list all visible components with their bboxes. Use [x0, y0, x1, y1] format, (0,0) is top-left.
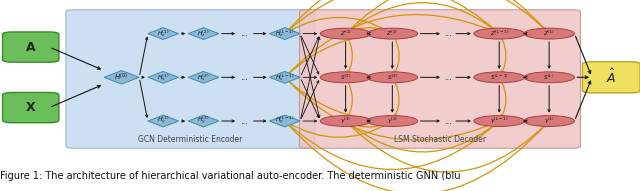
Polygon shape: [269, 71, 300, 83]
Ellipse shape: [474, 72, 525, 83]
Text: GCN Deterministic Encoder: GCN Deterministic Encoder: [138, 135, 243, 144]
Text: ...: ...: [241, 117, 248, 125]
Text: $H_s^{(2)}$: $H_s^{(2)}$: [197, 72, 210, 83]
Ellipse shape: [524, 28, 575, 39]
Polygon shape: [188, 115, 219, 127]
Polygon shape: [188, 71, 219, 83]
Polygon shape: [148, 28, 179, 40]
Text: ...: ...: [241, 73, 248, 82]
Text: $\gamma^{(L-1)}$: $\gamma^{(L-1)}$: [490, 116, 508, 126]
Polygon shape: [148, 71, 179, 83]
Ellipse shape: [320, 116, 371, 126]
Ellipse shape: [474, 116, 525, 126]
Text: LSM Stochastic Decoder: LSM Stochastic Decoder: [394, 135, 486, 144]
Polygon shape: [104, 71, 140, 84]
Text: $H_\gamma^{(1)}$: $H_\gamma^{(1)}$: [157, 115, 170, 127]
Text: $S^{(1)}$: $S^{(1)}$: [340, 73, 351, 82]
Polygon shape: [188, 28, 219, 40]
Text: $S^{(L)}$: $S^{(L)}$: [543, 73, 555, 82]
Text: $Z^{(1)}$: $Z^{(1)}$: [340, 29, 351, 38]
Ellipse shape: [524, 72, 575, 83]
Text: $Z^{(L)}$: $Z^{(L)}$: [543, 29, 555, 38]
FancyBboxPatch shape: [3, 92, 59, 123]
Text: $H^{(0)}$: $H^{(0)}$: [115, 72, 129, 83]
Polygon shape: [269, 115, 300, 127]
Text: $H_z^{(L-1)}$: $H_z^{(L-1)}$: [275, 28, 294, 39]
Text: $Z^{(L-1)}$: $Z^{(L-1)}$: [490, 29, 509, 38]
Ellipse shape: [320, 72, 371, 83]
Text: ...: ...: [241, 29, 248, 38]
Text: $H_s^{(L-1)}$: $H_s^{(L-1)}$: [275, 72, 294, 83]
Text: $H_z^{(1)}$: $H_z^{(1)}$: [157, 28, 170, 39]
Ellipse shape: [320, 28, 371, 39]
Text: $H_s^{(1)}$: $H_s^{(1)}$: [157, 72, 170, 83]
Ellipse shape: [367, 28, 418, 39]
Text: $H_\gamma^{(L-1)}$: $H_\gamma^{(L-1)}$: [275, 115, 294, 127]
FancyBboxPatch shape: [582, 62, 640, 93]
Text: $\gamma^{(1)}$: $\gamma^{(1)}$: [340, 116, 351, 126]
FancyBboxPatch shape: [3, 32, 59, 62]
Text: $Z^{(2)}$: $Z^{(2)}$: [387, 29, 398, 38]
Text: $\gamma^{(2)}$: $\gamma^{(2)}$: [387, 116, 398, 126]
Text: ...: ...: [444, 29, 452, 38]
FancyBboxPatch shape: [300, 10, 580, 148]
Text: ...: ...: [444, 73, 452, 82]
Text: ...: ...: [444, 117, 452, 125]
Text: $\hat{A}$: $\hat{A}$: [606, 68, 616, 86]
Text: X: X: [26, 101, 36, 114]
Ellipse shape: [524, 116, 575, 126]
Text: $H_\gamma^{(2)}$: $H_\gamma^{(2)}$: [197, 115, 210, 127]
Ellipse shape: [367, 72, 418, 83]
Text: Figure 1: The architecture of hierarchical variational auto-encoder. The determi: Figure 1: The architecture of hierarchic…: [0, 172, 461, 181]
Ellipse shape: [367, 116, 418, 126]
Ellipse shape: [474, 28, 525, 39]
Polygon shape: [269, 28, 300, 40]
Polygon shape: [148, 115, 179, 127]
Text: $H_z^{(2)}$: $H_z^{(2)}$: [197, 28, 210, 39]
Text: $\gamma^{(L)}$: $\gamma^{(L)}$: [543, 116, 555, 126]
Text: $S^{(2)}$: $S^{(2)}$: [387, 73, 398, 82]
FancyBboxPatch shape: [66, 10, 315, 148]
Text: A: A: [26, 40, 36, 53]
Text: $S^{(L-1)}$: $S^{(L-1)}$: [490, 73, 509, 82]
